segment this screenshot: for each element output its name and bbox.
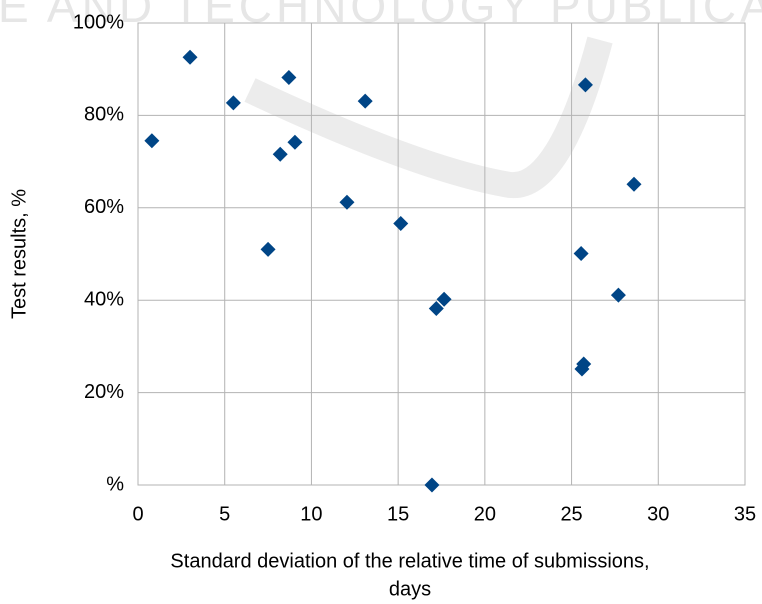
plot-frame bbox=[137, 22, 746, 486]
y-tick-label: 40% bbox=[84, 288, 124, 310]
point bbox=[339, 194, 355, 210]
y-tick-label: 20% bbox=[84, 381, 124, 403]
point bbox=[424, 477, 440, 493]
point bbox=[436, 291, 452, 307]
y-tick-label: % bbox=[106, 473, 124, 495]
point bbox=[272, 146, 288, 162]
watermark: E AND TECHNOLOGY PUBLICA bbox=[0, 0, 762, 32]
point bbox=[144, 133, 160, 149]
point bbox=[577, 77, 593, 93]
point bbox=[576, 356, 592, 372]
point bbox=[626, 176, 642, 192]
x-tick-label: 20 bbox=[474, 503, 496, 525]
y-axis-label: Test results, % bbox=[8, 189, 30, 319]
x-tick-label: 15 bbox=[387, 503, 409, 525]
x-tick-label: 30 bbox=[647, 503, 669, 525]
point bbox=[428, 301, 444, 317]
point bbox=[393, 216, 409, 232]
point bbox=[260, 241, 276, 257]
watermark-shape bbox=[244, 36, 613, 199]
point bbox=[573, 246, 589, 262]
x-tick-label: 25 bbox=[560, 503, 582, 525]
y-tick-label: 60% bbox=[84, 196, 124, 218]
x-tick-label: 0 bbox=[132, 503, 143, 525]
point bbox=[287, 134, 303, 150]
x-tick-label: 10 bbox=[300, 503, 322, 525]
point bbox=[182, 49, 198, 65]
point bbox=[357, 93, 373, 109]
point bbox=[281, 70, 297, 86]
x-axis-label: Standard deviation of the relative time … bbox=[170, 550, 649, 572]
point bbox=[610, 287, 626, 303]
x-tick-label: 5 bbox=[219, 503, 230, 525]
point bbox=[225, 95, 241, 111]
y-tick-label: 100% bbox=[73, 11, 124, 33]
x-tick-label: 35 bbox=[734, 503, 756, 525]
y-tick-label: 80% bbox=[84, 104, 124, 126]
x-axis-label: days bbox=[389, 578, 431, 600]
